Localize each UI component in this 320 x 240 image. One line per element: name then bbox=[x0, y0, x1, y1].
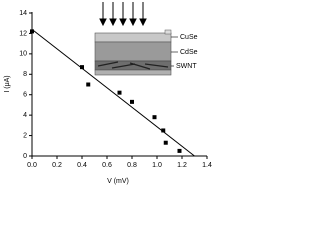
annotation: SWNT bbox=[176, 63, 197, 70]
x-axis-label: V (mV) bbox=[107, 178, 129, 185]
x-tick-label: 0.2 bbox=[52, 162, 62, 169]
data-point bbox=[177, 148, 182, 153]
y-tick-label: 14 bbox=[19, 10, 27, 17]
x-tick-label: 0.4 bbox=[77, 162, 87, 169]
annotation: CuSe bbox=[180, 34, 198, 41]
x-tick-label: 0.6 bbox=[102, 162, 112, 169]
data-point bbox=[86, 82, 91, 87]
inset-diagram bbox=[94, 2, 178, 76]
data-point bbox=[152, 115, 157, 120]
y-tick-label: 6 bbox=[23, 92, 27, 99]
x-tick-label: 0.8 bbox=[127, 162, 137, 169]
y-tick-label: 2 bbox=[23, 132, 27, 139]
data-point bbox=[163, 140, 168, 145]
x-tick-label: 1.0 bbox=[152, 162, 162, 169]
data-point bbox=[80, 65, 84, 70]
y-tick-label: 10 bbox=[19, 51, 27, 58]
y-tick-label: 4 bbox=[23, 112, 27, 119]
x-tick-label: 0.0 bbox=[27, 162, 37, 169]
chart: CuSe CdSe SWNT V (mV) I (μA) 0.0 0.2 0.4 0.… bbox=[4, 2, 212, 185]
annotation: CdSe bbox=[180, 49, 198, 56]
y-tick-label: 8 bbox=[23, 71, 27, 78]
y-axis-label: I (μA) bbox=[4, 75, 11, 92]
y-tick-label: 0 bbox=[23, 153, 27, 160]
data-point bbox=[30, 29, 34, 34]
data-point bbox=[117, 90, 122, 95]
x-tick-label: 1.4 bbox=[202, 162, 212, 169]
data-point bbox=[161, 128, 166, 133]
y-tick-label: 12 bbox=[19, 30, 27, 37]
data-point bbox=[130, 99, 134, 104]
fit-line bbox=[31, 28, 195, 157]
x-tick-label: 1.2 bbox=[177, 162, 187, 169]
